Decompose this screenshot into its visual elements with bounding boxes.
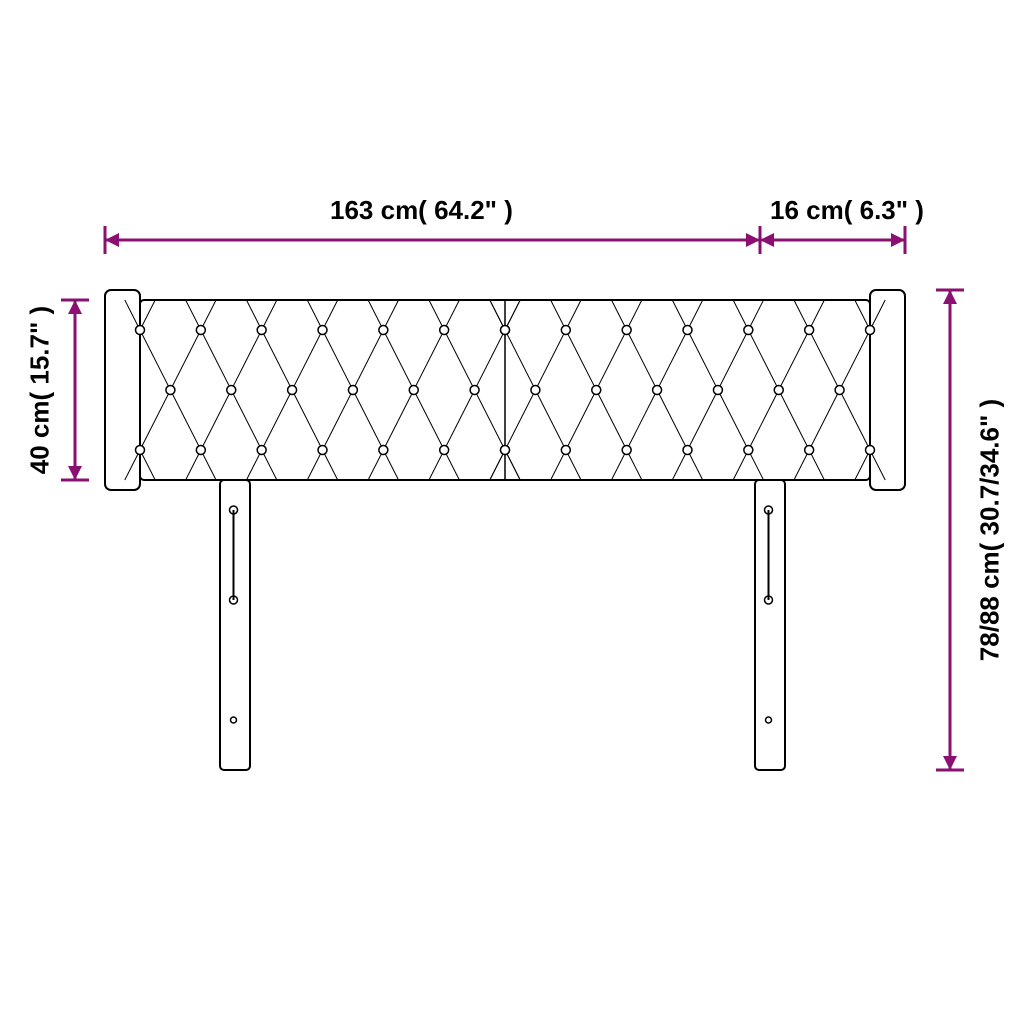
- label-depth: 16 cm( 6.3" ): [770, 195, 924, 226]
- diagram-stage: 163 cm( 64.2" ) 16 cm( 6.3" ) 40 cm( 15.…: [0, 0, 1024, 1024]
- label-width: 163 cm( 64.2" ): [330, 195, 513, 226]
- label-panel-height: 40 cm( 15.7" ): [25, 306, 56, 474]
- label-total-height: 78/88 cm( 30.7/34.6" ): [975, 399, 1006, 661]
- diagram-svg: [0, 0, 1024, 1024]
